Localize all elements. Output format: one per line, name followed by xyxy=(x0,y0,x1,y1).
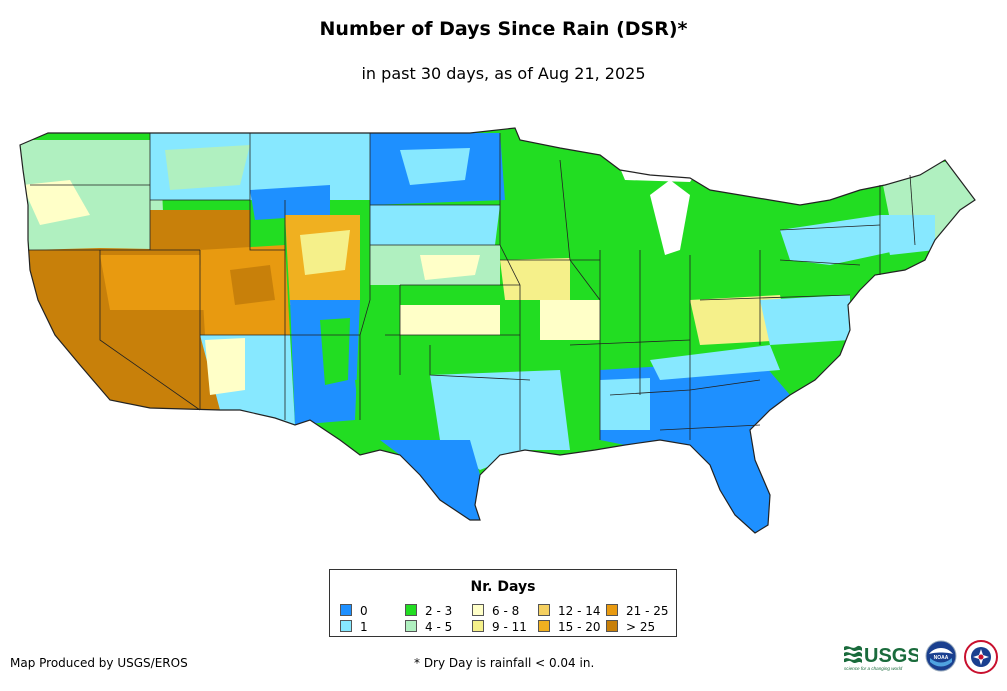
legend-label: 15 - 20 xyxy=(558,620,601,634)
noaa-logo-text: NOAA xyxy=(934,655,949,661)
legend-label: 21 - 25 xyxy=(626,604,669,618)
legend-item: 0 xyxy=(340,604,368,618)
nws-logo xyxy=(964,640,998,674)
legend-swatch-9-11 xyxy=(472,620,484,632)
us-dsr-map xyxy=(19,127,976,534)
usgs-tagline: science for a changing world xyxy=(844,666,903,671)
region-6-8-oregon xyxy=(22,180,90,225)
region-6-8-nebraska xyxy=(420,255,480,280)
legend-label: 2 - 3 xyxy=(425,604,453,618)
map-credit: Map Produced by USGS/EROS xyxy=(10,656,188,670)
legend-item: 15 - 20 xyxy=(538,620,601,634)
region-25-utah-core xyxy=(230,265,275,305)
region-1-mississippi xyxy=(600,378,650,430)
map-title: Number of Days Since Rain (DSR)* xyxy=(319,18,688,40)
legend-label: 4 - 5 xyxy=(425,620,453,634)
legend-item: 12 - 14 xyxy=(538,604,601,618)
legend-item: > 25 xyxy=(606,620,655,634)
legend-label: 0 xyxy=(360,604,368,618)
legend-label: 6 - 8 xyxy=(492,604,520,618)
legend-swatch-15-20 xyxy=(538,620,550,632)
legend-item: 2 - 3 xyxy=(405,604,452,618)
legend-swatch-0 xyxy=(340,604,352,616)
legend-title: Nr. Days xyxy=(470,579,536,595)
region-1-carolinas xyxy=(650,345,780,380)
region-9-11-iowa xyxy=(500,258,570,300)
usgs-logo: USGS science for a changing world xyxy=(844,645,918,671)
region-25-idaho xyxy=(150,210,250,260)
legend-item: 9 - 11 xyxy=(472,620,527,634)
region-1-new-york xyxy=(780,215,900,265)
state-boundaries xyxy=(28,133,916,450)
region-4-5-northwest xyxy=(20,140,165,260)
usgs-wave-icon xyxy=(844,645,862,663)
legend-item: 6 - 8 xyxy=(472,604,519,618)
legend-swatch-4-5 xyxy=(405,620,417,632)
legend-swatch-6-8 xyxy=(472,604,484,616)
region-1-massachusetts xyxy=(880,215,935,255)
region-4-5-montana xyxy=(165,145,250,190)
region-21-25-nevada xyxy=(100,255,205,310)
legend-label: > 25 xyxy=(626,620,656,634)
legend-label: 9 - 11 xyxy=(492,620,527,634)
legend-item: 1 xyxy=(340,620,368,634)
legend-item: 21 - 25 xyxy=(606,604,669,618)
region-0-wyoming xyxy=(250,185,330,220)
legend-label: 12 - 14 xyxy=(558,604,601,618)
dry-day-footnote: * Dry Day is rainfall < 0.04 in. xyxy=(414,656,595,670)
region-1-south-dakota xyxy=(370,205,500,245)
legend-item: 4 - 5 xyxy=(405,620,452,634)
legend-label: 1 xyxy=(360,620,368,634)
region-6-8-arizona xyxy=(205,338,245,395)
map-subtitle: in past 30 days, as of Aug 21, 2025 xyxy=(361,64,646,83)
legend-swatch-1 xyxy=(340,620,352,632)
legend-swatch-2-3 xyxy=(405,604,417,616)
us-outline xyxy=(19,127,976,534)
usgs-logo-text: USGS xyxy=(864,645,918,667)
noaa-logo: NOAA xyxy=(925,640,957,672)
region-1-north-dakota xyxy=(400,148,470,185)
region-2-3-west-texas xyxy=(355,375,400,425)
region-9-11-colorado xyxy=(300,230,350,275)
region-6-8-kansas xyxy=(400,305,500,335)
legend-swatch-12-14 xyxy=(538,604,550,616)
lake-michigan xyxy=(650,180,690,255)
legend-box: Nr. Days 0 1 2 - 3 4 - 5 6 - 8 9 - 11 12… xyxy=(329,569,677,637)
region-2-3-new-mexico xyxy=(320,318,350,385)
legend-swatch-21-25 xyxy=(606,604,618,616)
region-6-8-missouri xyxy=(540,300,600,340)
lake-superior xyxy=(620,168,700,182)
legend-swatch-over-25 xyxy=(606,620,618,632)
region-1-virginia xyxy=(760,295,850,345)
